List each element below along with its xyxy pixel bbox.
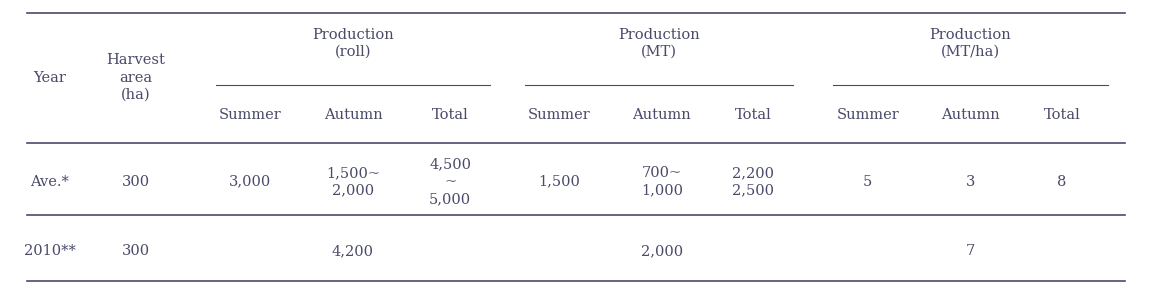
Text: 700~
1,000: 700~ 1,000 [641,166,683,197]
Text: 3: 3 [965,175,976,189]
Text: Autumn: Autumn [324,108,382,122]
Text: Autumn: Autumn [941,108,1000,122]
Text: 3,000: 3,000 [229,175,271,189]
Text: Production
(MT): Production (MT) [617,28,699,58]
Text: Year: Year [33,71,67,85]
Text: Autumn: Autumn [632,108,691,122]
Text: Production
(roll): Production (roll) [312,28,394,58]
Text: 2010**: 2010** [24,244,76,258]
Text: 5: 5 [863,175,872,189]
Text: 300: 300 [122,244,150,258]
Text: Production
(MT/ha): Production (MT/ha) [930,28,1011,58]
Text: 2,000: 2,000 [641,244,683,258]
Text: 2,200
2,500: 2,200 2,500 [733,166,774,197]
Text: Total: Total [432,108,469,122]
Text: 4,500
~
5,000: 4,500 ~ 5,000 [430,157,471,206]
Text: 300: 300 [122,175,150,189]
Text: 8: 8 [1058,175,1067,189]
Text: 1,500: 1,500 [538,175,579,189]
Text: Summer: Summer [528,108,590,122]
Text: Summer: Summer [219,108,281,122]
Text: 1,500~
2,000: 1,500~ 2,000 [326,166,380,197]
Text: Summer: Summer [836,108,899,122]
Text: Ave.*: Ave.* [30,175,69,189]
Text: 7: 7 [965,244,976,258]
Text: Total: Total [735,108,772,122]
Text: Total: Total [1044,108,1081,122]
Text: Harvest
area
(ha): Harvest area (ha) [106,53,165,102]
Text: 4,200: 4,200 [332,244,374,258]
